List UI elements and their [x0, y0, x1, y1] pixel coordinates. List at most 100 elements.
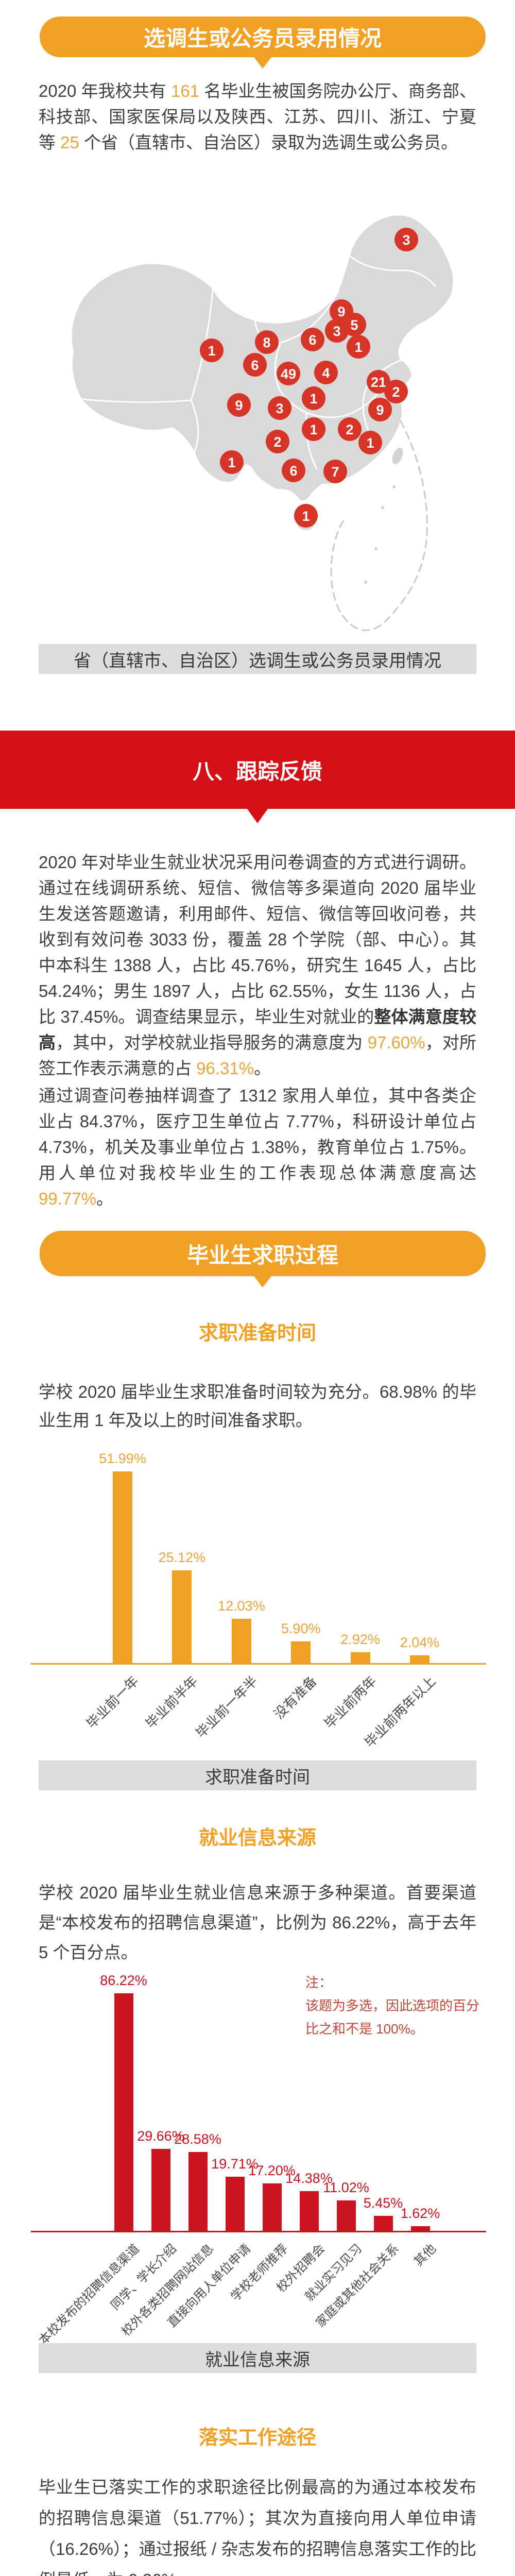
bar — [231, 1619, 251, 1663]
red-banner-title: 八、跟踪反馈 — [192, 759, 322, 784]
bar — [299, 2191, 319, 2231]
chart3-subtitle: 落实工作途径 — [198, 2427, 316, 2449]
province-borders — [81, 255, 436, 470]
text-segment: ，其中，对学校就业指导服务的满意度为 — [56, 1033, 368, 1052]
map-marker-count: 1 — [366, 435, 374, 451]
map-marker — [294, 504, 318, 528]
paragraph-recruitment: 2020 年我校共有 161 名毕业生被国务院办公厅、商务部、科技部、国家医保局… — [39, 78, 476, 156]
bar — [410, 1655, 430, 1663]
chart1-caption-text: 求职准备时间 — [205, 1767, 310, 1787]
map-marker-count: 3 — [276, 401, 283, 416]
chart-preparation-time: 51.99% 毕业前一年 25.12% 毕业前半年 12.03% 毕业前一年半 5.90% 没… — [0, 1437, 515, 1767]
text-segment: 99.77% — [39, 1189, 96, 1208]
map-marker — [323, 460, 347, 483]
chart2-note: 注： 该题为多选，因此选项的百分 比之和不是 100%。 — [305, 1975, 480, 2037]
text-segment: 名毕业生被国务院办公厅、商务部、科技部、国家医保局以及陕西、江苏、四川、浙江、宁… — [39, 81, 477, 152]
sea-islets — [364, 485, 396, 584]
map-marker — [347, 335, 370, 359]
map-marker-count: 9 — [337, 304, 345, 319]
paragraph-job-channels: 毕业生已落实工作的求职途径比例最高的为通过本校发布的招聘信息渠道（51.77%）… — [39, 2472, 476, 2576]
map-marker — [266, 430, 289, 453]
chart1-caption-bar: 求职准备时间 — [39, 1760, 476, 1790]
bar-value-label: 19.71% — [211, 2156, 259, 2172]
section-banner-tracking-feedback: 八、跟踪反馈 — [0, 731, 515, 809]
text-segment: 97.60% — [367, 1033, 425, 1052]
map-marker — [302, 417, 325, 441]
bar — [188, 2152, 208, 2231]
text-segment: 161 — [171, 81, 200, 100]
bar-category-label: 毕业前一年 — [83, 1673, 142, 1732]
map-marker-count: 6 — [251, 358, 259, 373]
map-marker-count: 9 — [235, 398, 243, 413]
text-segment: 整体满意度较高 — [39, 1007, 477, 1052]
bar-value-label: 5.90% — [281, 1621, 321, 1636]
axis-line — [31, 2231, 486, 2232]
map-marker-count: 2 — [346, 422, 353, 437]
bar-category-label: 没有准备 — [271, 1673, 320, 1722]
map-marker — [314, 361, 338, 384]
map-marker — [268, 396, 291, 420]
map-marker — [368, 398, 392, 421]
bar-value-label: 51.99% — [99, 1451, 146, 1466]
text-segment: 学校 2020 届毕业生就业信息来源于多种渠道。首要渠道是“本校发布的招聘信息渠… — [39, 1883, 476, 1962]
bar-value-label: 1.62% — [400, 2206, 440, 2221]
text-segment: ，对所签工作表示满意的占 — [39, 1033, 477, 1078]
banner-title: 选调生或公务员录用情况 — [143, 26, 382, 50]
bar-value-label: 2.04% — [400, 1635, 440, 1650]
map-marker — [384, 380, 408, 403]
bar — [262, 2183, 282, 2231]
chart2-subtitle: 就业信息来源 — [198, 1827, 316, 1849]
map-marker-count: 7 — [331, 464, 339, 480]
paragraph-preparation-time: 学校 2020 届毕业生求职准备时间较为充分。68.98% 的毕业生用 1 年及… — [39, 1378, 476, 1434]
map-marker-count: 6 — [289, 463, 297, 479]
bar-value-label: 29.66% — [137, 2128, 184, 2144]
bar-category-label: 毕业前半年 — [143, 1673, 201, 1732]
map-marker-count: 3 — [402, 232, 410, 248]
map-marker — [282, 459, 305, 482]
bar-value-label: 2.92% — [340, 1632, 380, 1647]
map-marker-count: 4 — [322, 365, 330, 381]
bar — [350, 1652, 370, 1663]
map-marker-count: 21 — [371, 375, 386, 390]
chart2-caption-bar: 就业信息来源 — [39, 2343, 476, 2373]
section-banner-recruitment: 选调生或公务员录用情况 — [40, 16, 486, 57]
map-marker-count: 9 — [376, 402, 384, 418]
text-segment: 。 — [254, 1059, 271, 1078]
banner-title: 毕业生求职过程 — [186, 1243, 338, 1267]
china-map: 3 9 5 3 6 8 1 1 6 49 4 21 2 1 9 3 9 1 2 2 1 1 6 7 1 — [39, 188, 476, 641]
map-marker-count: 1 — [302, 509, 310, 524]
bar-value-label: 28.58% — [174, 2131, 221, 2147]
map-caption-bar: 省（直辖市、自治区）选调生或公务员录用情况 — [39, 644, 476, 674]
paragraph-info-sources: 学校 2020 届毕业生就业信息来源于多种渠道。首要渠道是“本校发布的招聘信息渠… — [39, 1878, 476, 1968]
bar-value-label: 5.45% — [363, 2195, 403, 2211]
chart1-subtitle: 求职准备时间 — [198, 1323, 316, 1344]
map-marker — [325, 319, 349, 343]
map-marker — [301, 328, 324, 351]
map-marker-count: 3 — [333, 324, 340, 339]
map-marker — [358, 431, 382, 454]
bar-category-label: 毕业前两年 — [321, 1673, 380, 1732]
bar — [225, 2177, 245, 2231]
map-marker-count: 1 — [310, 422, 317, 437]
map-marker-count: 1 — [310, 391, 317, 406]
bar-category-label: 毕业前一年半 — [193, 1673, 261, 1741]
bar — [373, 2216, 393, 2231]
bar — [113, 1471, 132, 1663]
map-marker-count: 49 — [281, 366, 296, 382]
text-segment: 25 — [60, 133, 79, 152]
bar — [114, 1993, 133, 2231]
map-marker — [394, 228, 418, 251]
bar-category-label: 其他 — [411, 2241, 439, 2269]
map-marker — [200, 338, 224, 362]
axis-line — [31, 1663, 486, 1665]
taiwan-island — [392, 447, 403, 465]
bar-value-label: 25.12% — [158, 1550, 206, 1565]
bar-value-label: 12.03% — [218, 1598, 265, 1614]
text-segment: 毕业生已落实工作的求职途径比例最高的为通过本校发布的招聘信息渠道（51.77%）… — [39, 2478, 476, 2576]
bar — [151, 2149, 170, 2231]
bar — [410, 2226, 430, 2231]
map-marker-count: 1 — [354, 340, 362, 355]
